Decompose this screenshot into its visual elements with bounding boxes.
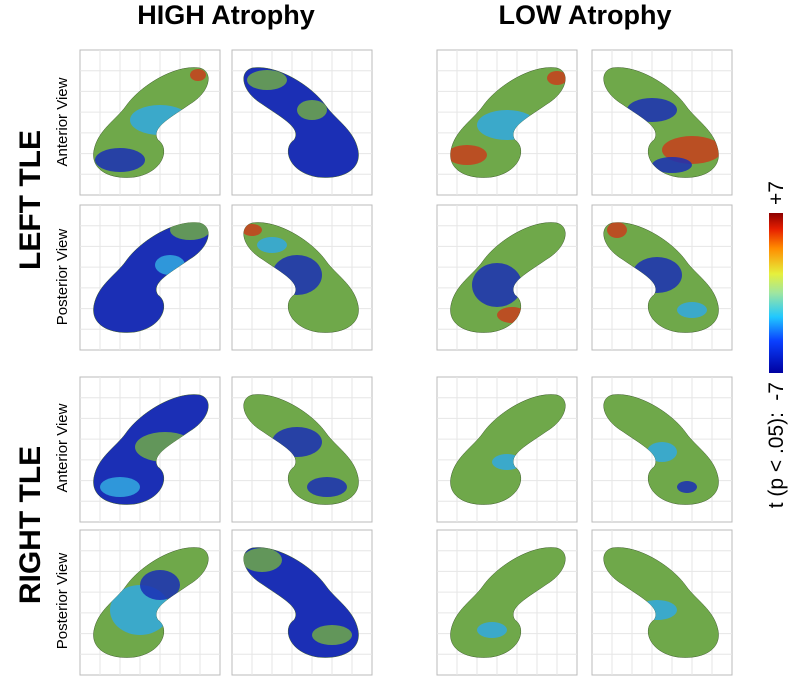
surface-patch [257, 237, 287, 253]
surface-patch [677, 481, 697, 493]
surface-patches [110, 570, 180, 635]
hippocampus-surface [243, 67, 360, 179]
view-label: Posterior View [54, 553, 71, 650]
surface-patches [243, 548, 352, 645]
view-label: Anterior View [54, 403, 71, 492]
surface-patches [272, 427, 347, 497]
colorbar-label: t (p < .05): [765, 412, 788, 508]
panel [591, 529, 733, 676]
panel [591, 204, 733, 351]
panel [79, 204, 221, 351]
hippocampus-surface [243, 547, 360, 659]
hippocampus-surface [449, 547, 566, 659]
hippocampus-surface [603, 67, 720, 179]
colorbar-min: -7 [765, 382, 788, 401]
surface-patches [477, 622, 507, 638]
surface-patch [307, 477, 347, 497]
surface-patch [547, 71, 566, 85]
surface-patch [472, 263, 522, 307]
row-label: LEFT TLE [14, 130, 47, 270]
panel [436, 204, 578, 351]
view-label: Posterior View [54, 229, 71, 326]
hippocampus-surface [243, 394, 360, 506]
surface-patch [477, 622, 507, 638]
surface-patch [95, 148, 145, 172]
panel [79, 529, 221, 676]
surface-patch [607, 222, 627, 238]
hippocampus-surface [603, 394, 720, 506]
colorbar [769, 213, 783, 373]
column-title: LOW Atrophy [499, 0, 672, 30]
surface-patch [243, 548, 282, 572]
surface-patch [662, 136, 719, 164]
surface-patch [247, 70, 287, 90]
view-label: Anterior View [54, 77, 71, 166]
surface-patch [170, 222, 209, 240]
panel [231, 204, 373, 351]
panel [79, 376, 221, 523]
colorbar-max: +7 [765, 181, 788, 205]
surface-patch [652, 157, 692, 173]
surface-patch [677, 302, 707, 318]
surface-patch [297, 100, 327, 120]
panel [591, 376, 733, 523]
panel [231, 49, 373, 196]
panel [436, 529, 578, 676]
panel [436, 49, 578, 196]
panel [231, 376, 373, 523]
surface-patch [243, 224, 262, 236]
panel [231, 529, 373, 676]
surface-patches [247, 70, 327, 120]
hippocampus-surface [92, 547, 209, 659]
surface-patch [100, 477, 140, 497]
panel [436, 376, 578, 523]
surface-patch [450, 145, 487, 165]
surface-patch [140, 570, 180, 600]
panel [591, 49, 733, 196]
surface-patch [190, 69, 206, 81]
panel [79, 49, 221, 196]
column-title: HIGH Atrophy [137, 0, 315, 30]
row-label: RIGHT TLE [14, 446, 47, 604]
surface-patch [312, 625, 352, 645]
